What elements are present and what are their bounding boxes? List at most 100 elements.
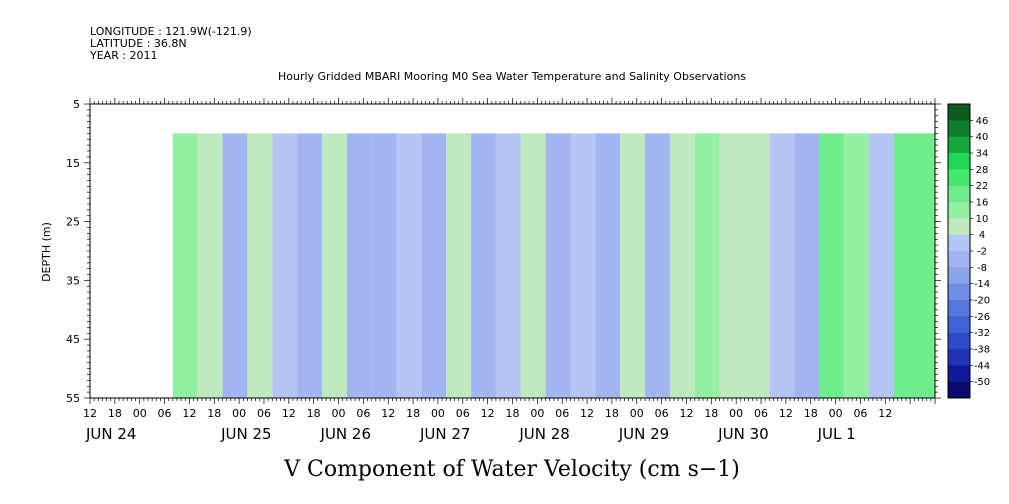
colorbar-label: 28 (976, 165, 989, 176)
x-hour-label: 06 (158, 407, 172, 420)
colorbar-band (948, 300, 970, 317)
colorbar-band (948, 267, 970, 284)
heatmap-cell (794, 133, 820, 398)
heatmap-cell (595, 133, 621, 398)
colorbar-band (948, 185, 970, 203)
heatmap-cell (570, 133, 596, 398)
x-hour-label: 12 (779, 407, 793, 420)
x-date-label: JUN 30 (717, 425, 768, 443)
x-hour-label: 12 (679, 407, 693, 420)
x-hour-label: 06 (456, 407, 470, 420)
x-date-label: JUN 27 (419, 425, 470, 443)
colorbar-band (948, 218, 970, 235)
colorbar-band (948, 120, 970, 137)
colorbar-label: -8 (977, 263, 987, 274)
colorbar-label: -2 (977, 247, 987, 258)
x-hour-label: 06 (655, 407, 669, 420)
heatmap-cell (321, 133, 347, 398)
bottom-title: V Component of Water Velocity (cm s−1) (283, 457, 740, 482)
colorbar-band (948, 202, 970, 219)
x-hour-label: 00 (630, 407, 644, 420)
heatmap-cell (272, 133, 298, 398)
x-hour-label: 12 (182, 407, 196, 420)
x-hour-label: 12 (381, 407, 395, 420)
x-hour-label: 12 (580, 407, 594, 420)
longitude-text: LONGITUDE : 121.9W(-121.9) (90, 25, 252, 38)
x-hour-label: 00 (530, 407, 544, 420)
x-hour-label: 06 (853, 407, 867, 420)
heatmap-cell (297, 133, 322, 398)
colorbar-band (948, 251, 970, 268)
heatmap-cell (744, 133, 770, 398)
x-hour-label: 06 (555, 407, 569, 420)
x-hour-label: 12 (481, 407, 495, 420)
colorbar-band (948, 104, 970, 121)
x-hour-label: 00 (829, 407, 843, 420)
heatmap-cell (346, 133, 372, 398)
y-tick-label: 5 (73, 98, 80, 111)
heatmap-cell (719, 133, 745, 398)
heatmap-cell (520, 133, 546, 398)
heatmap-cell (893, 133, 919, 398)
colorbar-label: 16 (976, 198, 989, 209)
x-hour-label: 18 (108, 407, 122, 420)
colorbar-band (948, 169, 970, 186)
y-tick-label: 45 (66, 333, 80, 346)
x-hour-label: 18 (605, 407, 619, 420)
colorbar-band (948, 349, 970, 366)
heatmap-cell (197, 133, 223, 398)
y-tick-label: 55 (66, 392, 80, 405)
x-hour-label: 06 (356, 407, 370, 420)
axes: 12 18 00 06 12 18 00 06 12 18 00 06 12 18 00 06 12 18 00 06… (66, 98, 941, 443)
colorbar-label: 34 (976, 149, 989, 160)
heatmap-cell (819, 133, 844, 398)
heatmap-cell (471, 133, 496, 398)
x-hour-label: 18 (307, 407, 321, 420)
colorbar-band (948, 316, 970, 333)
x-hour-label: 18 (406, 407, 420, 420)
y-tick-label: 15 (66, 157, 80, 170)
x-hour-label: 18 (704, 407, 718, 420)
x-date-label: JUN 29 (618, 425, 669, 443)
heatmap-cell (172, 133, 198, 398)
colorbar-label: 22 (976, 181, 989, 192)
colorbar-band (948, 381, 970, 399)
x-hour-label: 00 (729, 407, 743, 420)
heatmap-cell (421, 133, 447, 398)
heatmap-cell (645, 133, 670, 398)
heatmap-cell (545, 133, 571, 398)
x-hour-label: 06 (754, 407, 768, 420)
x-hour-label: 00 (332, 407, 346, 420)
colorbar-label: -26 (974, 312, 990, 323)
x-hour-label: 18 (207, 407, 221, 420)
x-hour-label: 18 (804, 407, 818, 420)
heatmap-cell (247, 133, 273, 398)
heatmap-cell (222, 133, 248, 398)
colorbar: 46 40 34 28 22 16 10 4 -2 -8 -14 -20 -26 -32 -38 -44 -50 (947, 103, 990, 399)
x-hour-label: 18 (506, 407, 520, 420)
x-hour-label: 06 (257, 407, 271, 420)
heatmap-cell (396, 133, 422, 398)
heatmap-cell (495, 133, 521, 398)
chart-title: Hourly Gridded MBARI Mooring M0 Sea Wate… (278, 70, 746, 83)
latitude-text: LATITUDE : 36.8N (90, 37, 187, 50)
colorbar-label: 46 (976, 116, 989, 127)
colorbar-label: -14 (974, 279, 990, 290)
heatmap-cell (769, 133, 795, 398)
x-hour-label: 12 (878, 407, 892, 420)
colorbar-label: 40 (976, 132, 989, 143)
colorbar-label: -50 (974, 377, 990, 388)
plot-area (89, 103, 936, 399)
heatmap-cell (620, 133, 646, 398)
colorbar-band (948, 283, 970, 301)
heatmap-cell (694, 133, 720, 398)
colorbar-label: -38 (974, 345, 990, 356)
colorbar-band (948, 234, 970, 252)
x-date-label: JUN 28 (518, 425, 569, 443)
x-date-label: JUL 1 (817, 425, 856, 443)
x-date-label: JUN 24 (85, 425, 136, 443)
colorbar-label: -32 (974, 328, 990, 339)
heatmap-cell (868, 133, 894, 398)
colorbar-label: -44 (974, 361, 990, 372)
